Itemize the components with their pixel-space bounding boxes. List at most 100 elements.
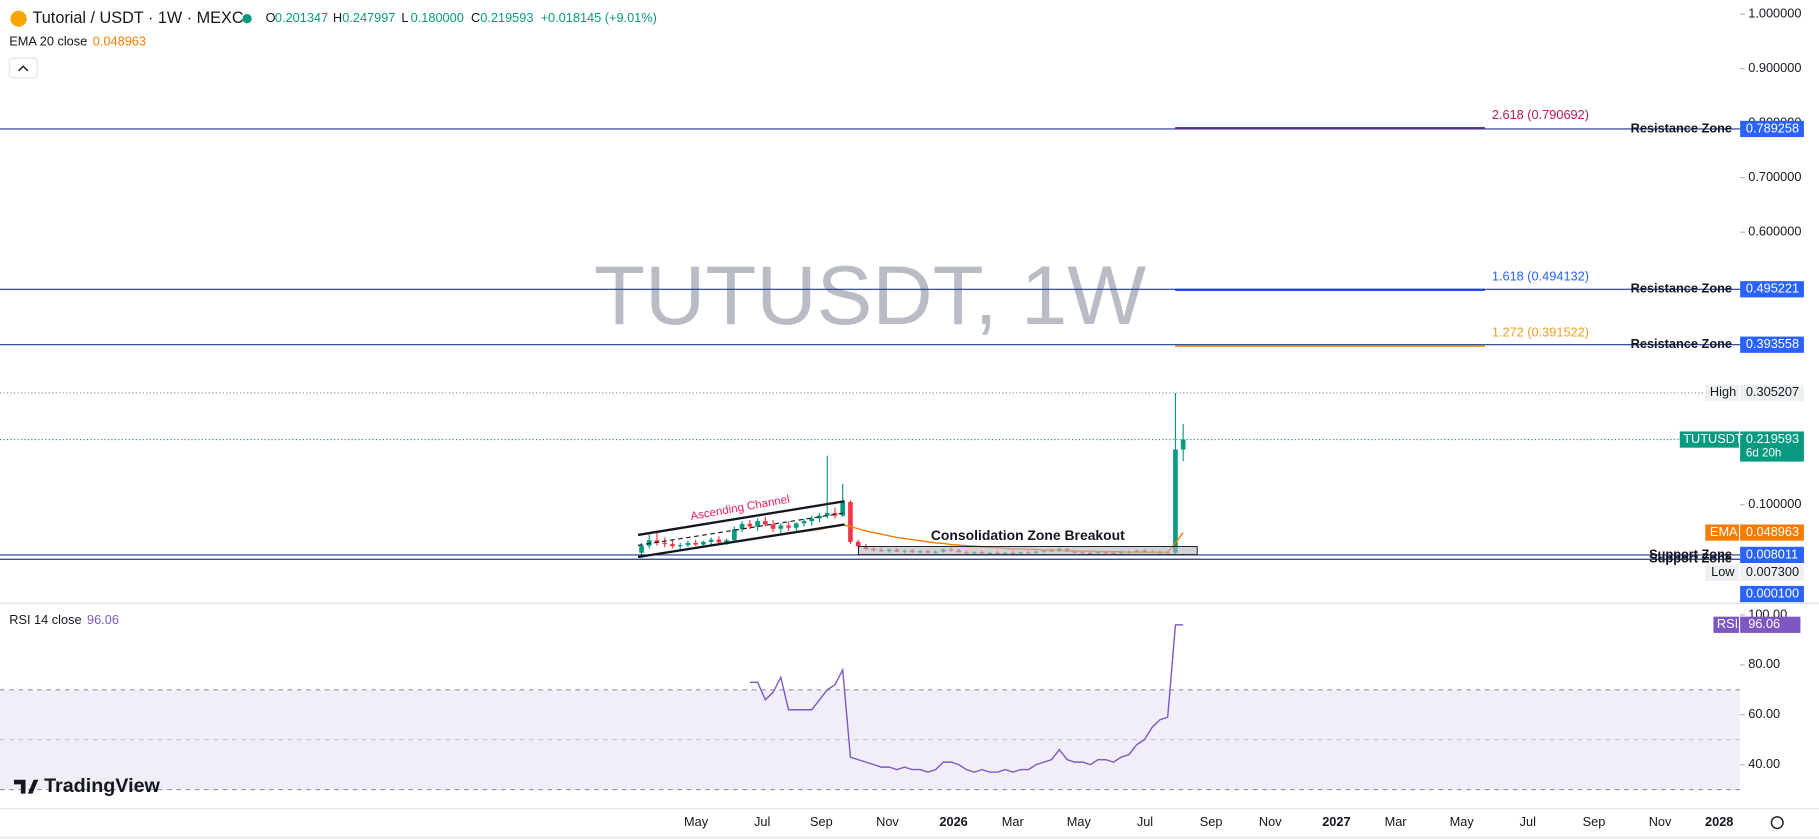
time-label: Sep	[810, 814, 833, 829]
consolidation-box	[857, 546, 1198, 556]
logo-icon	[13, 779, 39, 794]
level-label: Support Zone	[1649, 551, 1732, 566]
rsi-tick-label: 60.00	[1748, 706, 1780, 721]
price-tick-label: 1.000000	[1748, 5, 1801, 20]
time-label: May	[684, 814, 709, 829]
candle-body	[654, 540, 660, 543]
settings-icon[interactable]	[1770, 816, 1784, 830]
rsi-badge-value: 96.06	[1748, 616, 1780, 631]
fib-label: 2.618 (0.790692)	[1492, 107, 1589, 122]
rsi-legend-value: 96.06	[87, 612, 119, 627]
symbol-icon	[10, 10, 27, 27]
candle-body	[855, 541, 861, 547]
time-label: May	[1067, 814, 1092, 829]
candle-body	[670, 544, 675, 547]
ohlc-value: 0.219593	[480, 10, 533, 25]
ema-legend-label: EMA 20 close	[9, 33, 87, 48]
price-tick-label: 0.700000	[1748, 169, 1801, 184]
ohlc-value: 0.247997	[342, 10, 395, 25]
time-label: Nov	[1259, 814, 1282, 829]
high-price: 0.305207	[1746, 384, 1799, 399]
ema-legend-value: 0.048963	[93, 33, 146, 48]
candle-body	[801, 521, 807, 524]
level-price-bg	[1740, 120, 1804, 138]
price-pane: 1.0000000.9000000.8000000.7000000.600000…	[0, 5, 1804, 603]
level-price: 0.495221	[1746, 281, 1799, 296]
candle-body	[755, 521, 760, 527]
candle-body	[747, 523, 753, 527]
candle-body	[739, 523, 745, 530]
rsi-line	[749, 624, 1184, 773]
rsi-band-fill	[0, 689, 1741, 790]
level-price: 0.789258	[1746, 120, 1799, 135]
candle-body	[770, 524, 776, 529]
rsi-legend-label: RSI 14 close	[9, 612, 81, 627]
level-label: Resistance Zone	[1631, 281, 1732, 296]
last-price: 0.219593	[1746, 431, 1799, 446]
time-label: Nov	[876, 814, 899, 829]
ohlc-key: L	[401, 10, 408, 25]
time-label: 2027	[1322, 814, 1350, 829]
ohlc-value: 0.201347	[275, 10, 328, 25]
ohlc-key: O	[266, 10, 276, 25]
last-tag-bg	[1679, 431, 1739, 448]
time-label: Jul	[1520, 814, 1536, 829]
ohlc-key: H	[333, 10, 342, 25]
symbol-title[interactable]: Tutorial / USDT · 1W · MEXC	[32, 9, 243, 27]
candle-body	[693, 542, 699, 545]
time-label: Jul	[1137, 814, 1153, 829]
last-tag: TUTUSDT	[1683, 431, 1743, 446]
low-price: 0.007300	[1746, 564, 1799, 579]
rsi-tick-label: 80.00	[1748, 656, 1780, 671]
low-price-bg	[1740, 564, 1804, 581]
candle-body	[646, 540, 652, 546]
fib-label: 1.272 (0.391522)	[1492, 324, 1589, 339]
time-label: Sep	[1583, 814, 1606, 829]
rsi-tick-label: 40.00	[1748, 756, 1780, 771]
ohlc-value: 0.180000	[411, 10, 464, 25]
candle-body	[701, 541, 706, 545]
level-label: Support Zone	[1649, 546, 1732, 561]
candle-body	[732, 529, 737, 541]
rsi-tag-bg	[1713, 616, 1739, 633]
candle-body	[639, 545, 644, 553]
rsi-tag: RSI	[1717, 616, 1738, 631]
collapse-button[interactable]	[8, 57, 38, 79]
candle-body	[1173, 449, 1178, 553]
countdown: 6d 20h	[1746, 447, 1781, 460]
price-tick-label: 0.600000	[1748, 224, 1801, 239]
level-label: Resistance Zone	[1631, 336, 1732, 351]
price-tick-label: 0.100000	[1748, 496, 1801, 511]
price-tick-label: 0.900000	[1748, 60, 1801, 75]
high-tag: High	[1710, 384, 1736, 399]
time-label: Jul	[754, 814, 770, 829]
ohlc-legend: O 0.201347 H 0.247997 L 0.180000 C 0.219593	[266, 10, 534, 25]
candle-body	[786, 525, 791, 528]
annotation: Consolidation Zone Breakout	[931, 527, 1125, 543]
fib-label: 1.618 (0.494132)	[1492, 268, 1589, 283]
candle-body	[724, 540, 729, 543]
collapse-icon	[18, 65, 29, 72]
ema-tag: EMA	[1710, 524, 1738, 539]
level-price: 0.008011	[1746, 546, 1798, 561]
time-label: Sep	[1200, 814, 1223, 829]
branding[interactable]: TradingView	[44, 775, 160, 797]
candle-body	[685, 542, 691, 546]
candle-body	[840, 502, 846, 516]
channel-bottom	[637, 523, 845, 559]
high-tag-bg	[1705, 384, 1739, 401]
time-label: Nov	[1649, 814, 1672, 829]
ema-tag-bg	[1705, 524, 1739, 541]
level-price-bg	[1740, 336, 1804, 353]
level-price: 0.000100	[1746, 585, 1799, 600]
low-tag-bg	[1705, 564, 1739, 581]
candle-body	[809, 518, 815, 522]
level-price-bg	[1740, 585, 1804, 603]
time-label: May	[1450, 814, 1475, 829]
last-price-bg	[1740, 431, 1804, 462]
candle-body	[824, 512, 830, 516]
